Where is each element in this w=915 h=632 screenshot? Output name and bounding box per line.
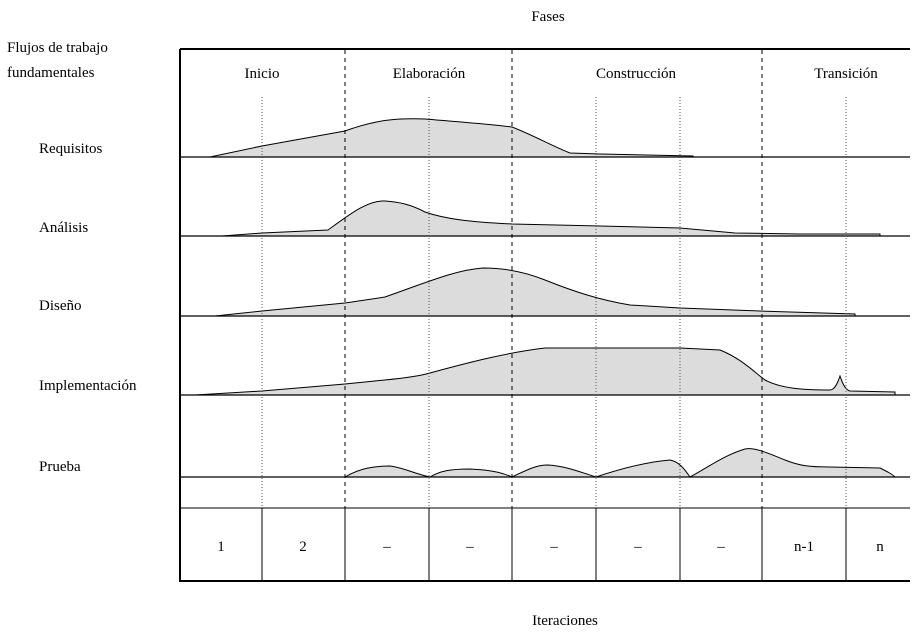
phase-label-elaboracion: Elaboración <box>393 66 466 82</box>
effort-curve-diseno <box>214 267 856 317</box>
iterations-label: Iteraciones <box>532 613 598 629</box>
iteration-cell-5: – <box>549 539 558 555</box>
workflows-heading-line-1: Flujos de trabajo <box>7 40 108 56</box>
iteration-cell-9: n <box>876 539 884 555</box>
effort-curve-requisitos <box>209 118 694 158</box>
iteration-cell-7: – <box>716 539 725 555</box>
iteration-cell-6: – <box>633 539 642 555</box>
diagram-title: Fases <box>531 9 564 25</box>
phase-label-transicion: Transición <box>814 66 878 82</box>
phase-label-construccion: Construcción <box>596 66 676 82</box>
workflow-label-analisis: Análisis <box>39 220 88 236</box>
iteration-cell-8: n-1 <box>794 539 814 555</box>
workflows-heading-line-2: fundamentales <box>7 65 95 81</box>
diagram-frame <box>179 48 910 582</box>
effort-curve-implementacion <box>194 347 896 396</box>
workflow-label-requisitos: Requisitos <box>39 141 103 157</box>
workflow-label-implementacion: Implementación <box>39 378 137 394</box>
effort-curve-analisis <box>221 200 881 237</box>
iteration-cell-4: – <box>465 539 474 555</box>
phase-label-inicio: Inicio <box>245 66 280 82</box>
iteration-cell-1: 1 <box>217 539 225 555</box>
workflow-label-diseno: Diseño <box>39 298 82 314</box>
workflow-label-prueba: Prueba <box>39 459 81 475</box>
iteration-cell-3: – <box>382 539 391 555</box>
iteration-cell-2: 2 <box>299 539 307 555</box>
effort-curve-prueba <box>343 448 897 478</box>
